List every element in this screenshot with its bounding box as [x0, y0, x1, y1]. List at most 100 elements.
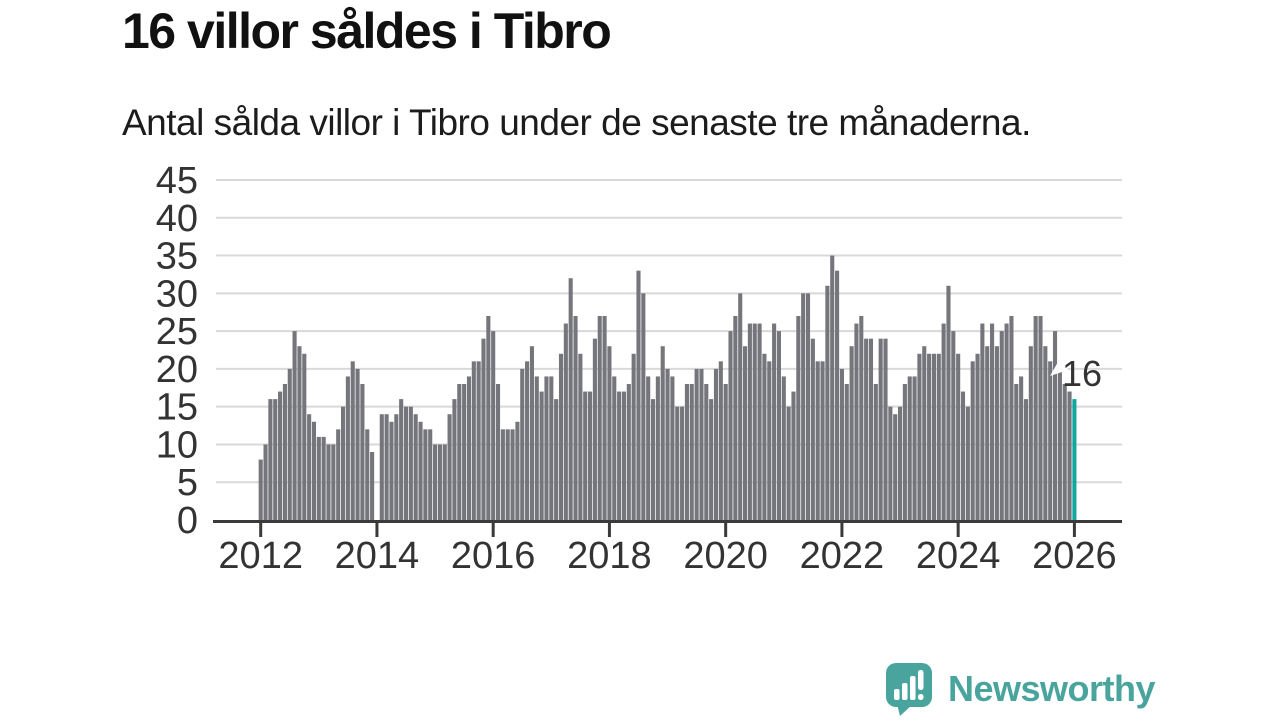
bar: [379, 414, 384, 520]
y-tick-label: 35: [156, 236, 198, 278]
bar: [534, 376, 539, 520]
y-tick-label: 30: [156, 273, 198, 315]
bar: [718, 361, 723, 520]
bar: [641, 293, 646, 520]
bar: [839, 368, 844, 520]
bar: [1009, 316, 1014, 520]
bar: [1023, 399, 1029, 520]
bar: [612, 376, 617, 520]
bar: [849, 346, 854, 520]
bar: [965, 406, 970, 520]
bar: [442, 444, 447, 520]
bar: [1019, 376, 1024, 520]
bar: [336, 429, 341, 520]
bar: [597, 316, 602, 520]
x-tick-label: 2026: [1032, 535, 1117, 577]
bar: [743, 346, 748, 520]
bar: [292, 331, 297, 520]
bar: [1038, 316, 1043, 520]
bar: [650, 399, 656, 520]
annotation-arrow-icon: [1050, 355, 1068, 376]
bar: [830, 255, 835, 520]
bar: [510, 429, 515, 520]
bar: [675, 406, 680, 520]
bar: [389, 421, 394, 520]
bar: [520, 368, 525, 520]
y-tick-label: 45: [156, 160, 198, 202]
bar: [738, 293, 743, 520]
bar: [287, 368, 292, 520]
bar: [602, 316, 607, 520]
x-tick-label: 2018: [567, 535, 652, 577]
bar: [481, 338, 486, 520]
bar: [636, 270, 641, 520]
bar: [699, 368, 704, 520]
bar: [893, 414, 898, 520]
bar: [471, 361, 476, 520]
bar: [297, 346, 302, 520]
bar: [864, 338, 869, 520]
logo-exclamation-icon: [917, 670, 924, 690]
bar: [268, 399, 273, 520]
bar: [1028, 346, 1033, 520]
bar: [868, 338, 874, 520]
bar: [791, 391, 796, 520]
bar: [980, 323, 985, 520]
bar: [805, 293, 811, 520]
bar: [781, 376, 786, 520]
bar: [592, 338, 597, 520]
bar: [321, 436, 326, 520]
bar: [462, 384, 467, 520]
bar: [1033, 316, 1038, 520]
bar: [684, 384, 689, 520]
x-tick-label: 2024: [916, 535, 1001, 577]
bar: [767, 361, 772, 520]
bar: [1057, 368, 1062, 520]
bar: [447, 414, 452, 520]
bar: [370, 452, 375, 520]
bar: [912, 376, 917, 520]
bar: [573, 316, 578, 520]
bar: [621, 391, 627, 520]
bar: [408, 406, 413, 520]
bar: [897, 406, 903, 520]
bar: [772, 323, 777, 520]
bar: [936, 353, 941, 520]
bar: [985, 346, 990, 520]
y-tick-label: 40: [156, 198, 198, 240]
bar: [350, 361, 355, 520]
bar: [1048, 361, 1053, 520]
y-tick-label: 10: [156, 424, 198, 466]
bar: [990, 323, 995, 520]
bar: [316, 436, 321, 520]
bar: [345, 376, 350, 520]
bar: [428, 429, 433, 520]
bar: [820, 361, 825, 520]
bar: [941, 323, 946, 520]
bar: [844, 384, 849, 520]
bar: [999, 331, 1004, 520]
newsworthy-logo-icon: [885, 663, 932, 716]
bar: [655, 376, 660, 520]
bar: [273, 399, 278, 520]
bar: [554, 399, 559, 520]
bar: [975, 353, 980, 520]
bar: [728, 331, 733, 520]
bar: [1062, 384, 1067, 520]
highlighted-bar: [1072, 399, 1077, 520]
bar: [539, 391, 544, 520]
x-tick-label: 2014: [335, 535, 420, 577]
bar: [660, 346, 665, 520]
bar: [970, 361, 975, 520]
bar: [878, 338, 883, 520]
page-title: 16 villor såldes i Tibro: [122, 3, 612, 59]
bar: [558, 353, 564, 520]
bar: [1014, 384, 1019, 520]
bar: [423, 429, 428, 520]
logo-bar-small: [893, 689, 900, 700]
bar: [951, 331, 956, 520]
bar: [399, 399, 404, 520]
bar: [907, 376, 912, 520]
